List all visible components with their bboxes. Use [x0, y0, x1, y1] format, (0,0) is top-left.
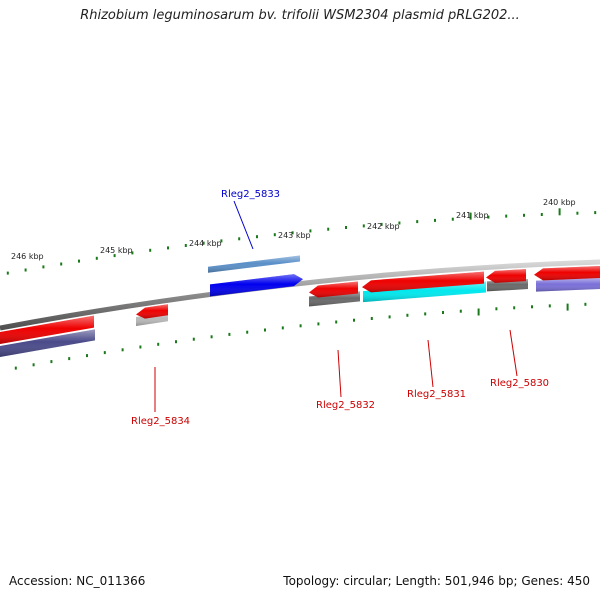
gene-arrow-shade [136, 304, 168, 319]
gene-arrow-shade [210, 274, 303, 297]
accession-text: Accession: NC_011366 [9, 574, 146, 588]
gene-arrow-shade [309, 281, 358, 298]
tick-label: 246 kbp [11, 252, 44, 261]
gene-label: Rleg2_5830 [490, 378, 549, 389]
feature-bar-shade [309, 291, 360, 307]
tick-label: 240 kbp [543, 198, 576, 207]
feature-bar-shade [208, 255, 300, 273]
tick-label: 243 kbp [278, 231, 311, 240]
gene-tracks [0, 266, 600, 344]
feature-bar-shade [536, 278, 600, 292]
map-title: Rhizobium leguminosarum bv. trifolii WSM… [80, 8, 520, 23]
tick-label: 241 kbp [456, 211, 489, 220]
gene-label: Rleg2_5831 [407, 389, 466, 400]
gene-leader-line [509, 329, 518, 377]
tick-marks: 246 kbp 245 kbp 244 kbp 243 kbp 242 kbp 241 k… [6, 198, 597, 370]
gene-labels: Rleg2_5833 Rleg2_5834 Rleg2_5832 Rleg2_5831… [131, 189, 549, 427]
gene-leader-line [233, 200, 254, 250]
feature-bar-shade [363, 281, 486, 303]
gene-arrow-shade [534, 266, 600, 281]
tick-label: 244 kbp [189, 239, 222, 248]
genome-summary: Topology: circular; Length: 501,946 bp; … [283, 574, 590, 588]
gene-leader-line [337, 349, 342, 398]
feature-bar-shade [0, 329, 95, 357]
gene-leader-line [427, 339, 434, 388]
gene-label: Rleg2_5832 [316, 400, 375, 411]
gene-arrow-shade [362, 271, 484, 293]
gene-arrow-shade [0, 315, 94, 344]
tick-label: 245 kbp [100, 246, 133, 255]
tick-label: 242 kbp [367, 222, 400, 231]
plasmid-backbone [0, 259, 600, 331]
gene-label: Rleg2_5834 [131, 416, 190, 427]
gene-label: Rleg2_5833 [221, 189, 280, 200]
gene-arrow-shade [486, 269, 526, 283]
